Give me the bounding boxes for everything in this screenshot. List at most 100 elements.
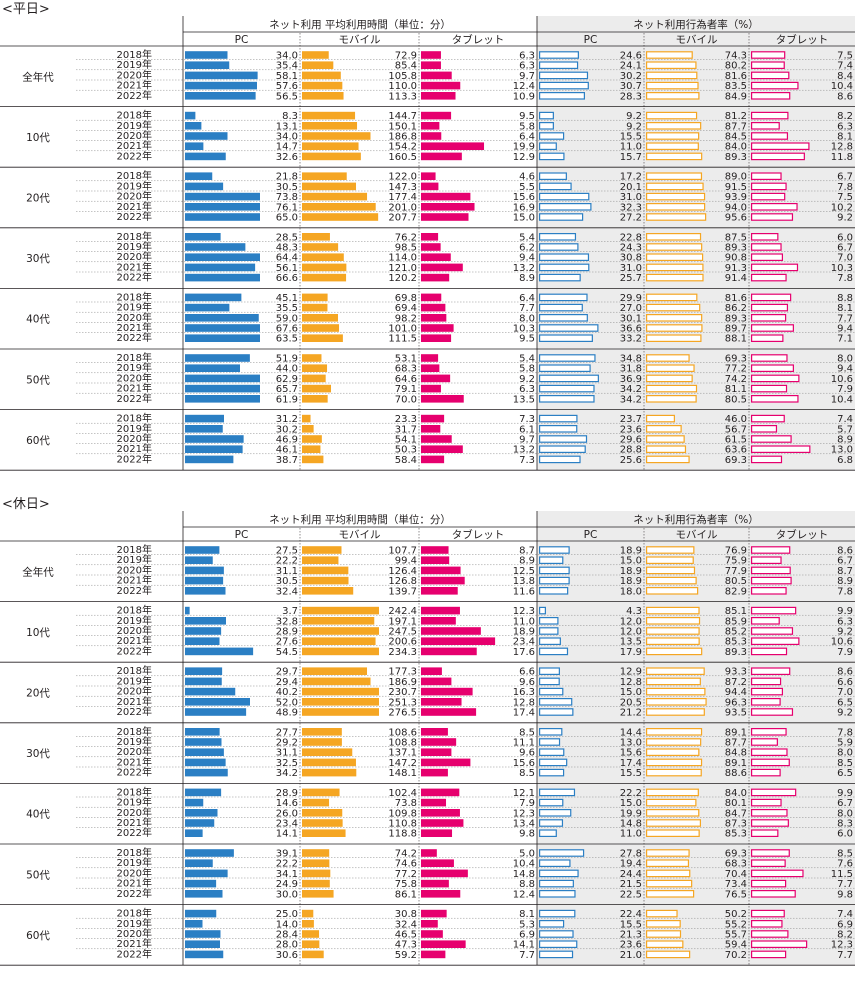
section-weekday: <平日> ネット利用 平均利用時間（単位：分） ネット利用行為者率（%） PC モバイル…: [0, 2, 855, 471]
year-label: 2019年: [117, 674, 152, 687]
bar-pc: [185, 374, 260, 383]
value-pc: 48.3: [276, 243, 298, 254]
value-mobile-rate: 84.0: [725, 142, 747, 153]
value-tablet: 5.8: [519, 364, 535, 375]
bar-tablet-rate: [750, 819, 789, 827]
bar-tablet-rate: [750, 51, 786, 59]
value-mobile-rate: 89.3: [725, 647, 747, 658]
value-mobile-rate: 77.2: [725, 364, 747, 375]
bar-pc: [185, 606, 190, 615]
bar-mobile: [302, 950, 324, 959]
year-label: 2018年: [117, 109, 152, 122]
bar-mobile: [302, 758, 356, 767]
bar-tablet-rate: [750, 616, 780, 625]
value-mobile-rate: 86.2: [725, 303, 747, 314]
bar-pc-rate: [538, 253, 590, 262]
bar-mobile: [302, 364, 328, 372]
group-1: 10代 2018年 8.3 144.7 9.5 9.2 81.2 8.2 2019年 13.1 15…: [0, 109, 855, 168]
value-tablet: 8.9: [519, 273, 535, 284]
value-tablet-rate: 10.4: [831, 81, 853, 92]
value-pc: 56.5: [276, 91, 298, 102]
value-mobile-rate: 87.7: [725, 738, 747, 749]
value-pc-rate: 12.8: [620, 677, 642, 688]
bar-pc-rate: [538, 273, 581, 282]
bar-tablet: [421, 324, 454, 332]
year-label: 2018年: [117, 169, 152, 182]
value-tablet-rate: 9.2: [837, 627, 853, 638]
value-mobile: 46.5: [395, 930, 417, 941]
subheader-mobile-rate: モバイル: [676, 529, 718, 541]
bar-tablet-rate: [750, 586, 787, 595]
value-tablet: 12.9: [513, 152, 535, 163]
value-pc: 51.9: [276, 354, 298, 365]
bar-mobile-rate: [645, 869, 691, 878]
value-tablet: 9.6: [519, 748, 535, 759]
bar-pc-rate: [538, 324, 599, 332]
bar-mobile: [302, 324, 340, 332]
bar-pc-rate: [538, 182, 572, 191]
bar-mobile-rate: [645, 667, 705, 676]
year-label: 2022年: [117, 766, 152, 779]
value-tablet: 23.4: [513, 637, 535, 648]
bar-mobile-rate: [645, 91, 700, 100]
value-mobile: 105.8: [388, 71, 417, 82]
value-mobile-rate: 83.5: [725, 81, 747, 92]
value-pc-rate: 32.3: [620, 202, 642, 213]
subheader-tablet: タブレット: [452, 528, 505, 541]
value-pc: 44.0: [276, 364, 298, 375]
bar-tablet-rate: [750, 243, 782, 251]
value-tablet-rate: 6.5: [837, 768, 853, 779]
bar-tablet-rate: [750, 233, 779, 241]
bar-mobile-rate: [645, 354, 690, 362]
value-mobile-rate: 55.7: [725, 930, 747, 941]
value-pc-rate: 25.7: [620, 273, 642, 284]
value-tablet: 11.1: [513, 738, 535, 749]
value-pc: 39.1: [276, 849, 298, 860]
year-label: 2019年: [117, 917, 152, 930]
bar-tablet-rate: [750, 637, 800, 646]
bar-tablet-rate: [750, 364, 794, 373]
value-tablet-rate: 7.7: [837, 313, 853, 324]
year-label: 2021年: [117, 634, 152, 647]
bar-mobile: [302, 566, 349, 575]
bar-pc-rate: [538, 263, 590, 272]
value-tablet-rate: 8.7: [837, 566, 853, 577]
value-tablet-rate: 10.4: [831, 394, 853, 405]
group-label: 10代: [26, 132, 50, 144]
value-pc-rate: 28.8: [620, 445, 642, 456]
bar-tablet: [421, 748, 452, 756]
value-mobile: 75.8: [395, 879, 417, 890]
value-tablet: 15.0: [513, 213, 535, 224]
bar-pc: [185, 556, 213, 564]
bar-pc: [185, 576, 224, 585]
bar-mobile-rate: [645, 748, 700, 757]
value-pc-rate: 27.0: [620, 303, 642, 314]
value-tablet-rate: 6.9: [837, 919, 853, 930]
value-mobile-rate: 81.1: [725, 384, 747, 395]
value-tablet-rate: 8.9: [837, 435, 853, 446]
value-mobile: 186.8: [388, 132, 417, 143]
year-label: 2019年: [117, 553, 152, 566]
value-mobile: 98.2: [395, 313, 417, 324]
value-tablet: 8.7: [519, 546, 535, 557]
value-mobile-rate: 96.3: [725, 697, 747, 708]
value-pc-rate: 36.9: [620, 374, 642, 385]
bar-mobile: [302, 213, 379, 221]
value-pc-rate: 21.0: [620, 950, 642, 961]
value-tablet-rate: 6.7: [837, 243, 853, 254]
value-pc-rate: 30.7: [620, 81, 642, 92]
bar-mobile-rate: [645, 435, 685, 443]
value-mobile-rate: 84.5: [725, 132, 747, 143]
year-label: 2022年: [117, 331, 152, 344]
value-mobile: 251.3: [388, 697, 417, 708]
bar-mobile-rate: [645, 61, 697, 70]
value-tablet-rate: 8.4: [837, 71, 853, 82]
bar-pc-rate: [538, 687, 564, 696]
bar-mobile-rate: [645, 576, 697, 585]
value-mobile-rate: 89.3: [725, 243, 747, 254]
value-tablet: 15.6: [513, 758, 535, 769]
value-pc: 64.4: [276, 253, 298, 264]
bar-mobile: [302, 809, 343, 817]
bar-pc-rate: [538, 819, 564, 827]
value-pc: 13.1: [276, 121, 298, 132]
